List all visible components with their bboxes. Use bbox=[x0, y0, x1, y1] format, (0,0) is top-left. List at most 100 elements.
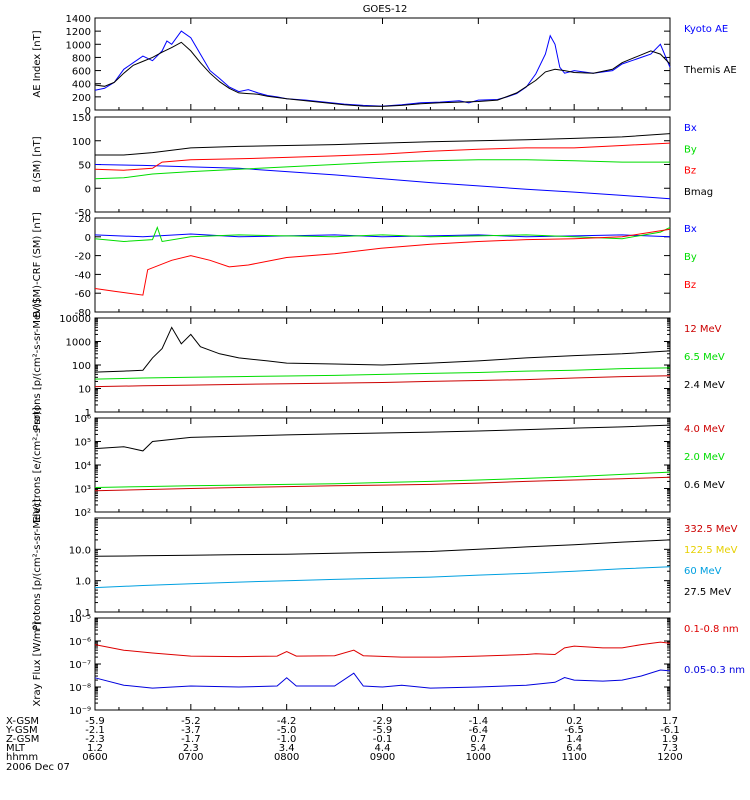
axis-row-value: 1200 bbox=[657, 752, 682, 763]
series-line-0-05-0-3-nm bbox=[94, 669, 671, 689]
legend-entry: Bx bbox=[684, 224, 697, 235]
axis-row-value: -2.9 bbox=[373, 716, 393, 727]
panel-electrons: 10² 10³ 10⁴ 10⁵ 10⁶ Electrons [e/(cm²-s-sr)] 4… bbox=[32, 407, 725, 523]
panel-ylabel: Xray Flux [W/m²] bbox=[32, 621, 43, 706]
legend-entry: Bz bbox=[684, 166, 696, 177]
panel-ylabel: Electrons [e/(cm²-s-sr)] bbox=[32, 407, 43, 523]
axis-row-value: 1100 bbox=[561, 752, 586, 763]
ytick-label: -20 bbox=[75, 252, 91, 263]
axis-row-value: 6.4 bbox=[566, 743, 582, 754]
axis-row-value: 1000 bbox=[466, 752, 491, 763]
axis-row-label: Y-GSM bbox=[5, 725, 38, 736]
axis-row-label: X-GSM bbox=[6, 716, 39, 727]
legend-entry: Bx bbox=[684, 123, 697, 134]
legend-entry: 0.05-0.3 nm bbox=[684, 665, 745, 676]
axis-row-value: 1.7 bbox=[662, 716, 678, 727]
series-line-bz bbox=[94, 142, 671, 171]
panel-frame bbox=[94, 417, 671, 513]
series-line-by bbox=[94, 159, 670, 180]
legend-entry: 0.1-0.8 nm bbox=[684, 624, 739, 635]
axis-row-value: 0.2 bbox=[566, 716, 582, 727]
axis-row-value: -6.1 bbox=[660, 725, 680, 736]
panel-bsm: -50 0 50 100 150 B (SM) [nT] Bx By Bz Bmag bbox=[32, 113, 713, 219]
axis-row-value: 1.2 bbox=[87, 743, 103, 754]
series-line-bmag bbox=[95, 133, 671, 156]
axis-row-value: 7.3 bbox=[662, 743, 678, 754]
panel-ylabel: B (SM) [nT] bbox=[32, 136, 43, 192]
axis-row-label: Z-GSM bbox=[6, 734, 39, 745]
series-line-12-mev bbox=[94, 375, 671, 388]
series-line-by bbox=[94, 225, 671, 243]
axis-row-value: -5.2 bbox=[181, 716, 201, 727]
panel-frame bbox=[94, 617, 671, 711]
series-line-60-mev bbox=[94, 566, 671, 589]
panel-protons_low: 0.1 1.0 10.0 Protons [p/(cm²-s-sr-MeV)] 332.… bbox=[32, 499, 738, 631]
ytick-label: 100 bbox=[72, 137, 91, 148]
ephemeris-axis-table: X-GSM -5.9 -5.2 -4.2 -2.9 -1.4 0.2 1.7 Y-GSM -2.1… bbox=[5, 716, 683, 773]
ytick-label: 10⁻⁵ bbox=[69, 614, 91, 625]
ytick-label: 10⁻⁶ bbox=[69, 637, 91, 648]
ytick-label: 10⁻⁷ bbox=[69, 660, 91, 671]
legend-entry: 0.6 MeV bbox=[684, 480, 725, 491]
panel-frame bbox=[94, 116, 671, 213]
ytick-label: 10 bbox=[78, 385, 91, 396]
series-line-0-6-mev bbox=[94, 424, 671, 452]
axis-row-value: 1.9 bbox=[662, 734, 678, 745]
axis-row-value: 2.3 bbox=[183, 743, 199, 754]
ytick-label: 0.1 bbox=[75, 608, 91, 619]
ytick-label: 10⁵ bbox=[74, 438, 91, 449]
axis-row-value: -2.1 bbox=[85, 725, 105, 736]
series-line-2-0-mev bbox=[94, 471, 671, 488]
ytick-label: 20 bbox=[78, 214, 91, 225]
ytick-label: 10² bbox=[74, 508, 91, 519]
ytick-label: 1400 bbox=[66, 14, 91, 25]
ytick-label: 1000 bbox=[66, 40, 91, 51]
legend-entry: By bbox=[684, 144, 697, 155]
axis-row-value: 3.4 bbox=[279, 743, 295, 754]
axis-row-value: -6.5 bbox=[564, 725, 584, 736]
ytick-label: 600 bbox=[72, 67, 91, 78]
ytick-label: 150 bbox=[72, 113, 91, 124]
panel-bdiff: -80 -60 -40 -20 0 20 B (SM)-CRF (SM) [nT] Bx By B… bbox=[32, 212, 697, 319]
panel-ylabel: B (SM)-CRF (SM) [nT] bbox=[32, 212, 43, 318]
axis-date: 2006 Dec 07 bbox=[6, 762, 70, 773]
series-line-bx bbox=[94, 233, 671, 238]
axis-row-label: hhmm bbox=[6, 752, 38, 763]
ytick-label: 800 bbox=[72, 53, 91, 64]
ytick-label: 1000 bbox=[66, 338, 91, 349]
legend-entry: Bmag bbox=[684, 187, 713, 198]
ytick-label: -60 bbox=[75, 289, 91, 300]
axis-row-value: -1.4 bbox=[469, 716, 489, 727]
ytick-label: 0 bbox=[85, 233, 91, 244]
legend-entry: 332.5 MeV bbox=[684, 524, 738, 535]
series-line-bz bbox=[94, 228, 671, 296]
panel-ylabel: AE Index [nT] bbox=[32, 30, 43, 97]
panel-frame bbox=[94, 217, 671, 313]
legend-entry: 2.4 MeV bbox=[684, 380, 725, 391]
axis-row-label: MLT bbox=[6, 743, 26, 754]
legend-entry: Kyoto AE bbox=[684, 24, 728, 35]
series-line-themis-ae bbox=[94, 41, 671, 107]
legend-entry: 60 MeV bbox=[684, 566, 722, 577]
ytick-label: 0 bbox=[85, 184, 91, 195]
axis-row-value: 1.4 bbox=[566, 734, 582, 745]
axis-row-value: -5.9 bbox=[373, 725, 393, 736]
ytick-label: 1 bbox=[85, 408, 91, 419]
axis-row-value: 0700 bbox=[178, 752, 203, 763]
axis-row-value: 0600 bbox=[82, 752, 107, 763]
legend-entry: 122.5 MeV bbox=[684, 545, 738, 556]
ytick-label: 10⁴ bbox=[74, 461, 91, 472]
axis-row-value: 4.4 bbox=[375, 743, 391, 754]
ytick-label: 10⁶ bbox=[74, 414, 91, 425]
panel-ae: 0 200 400 600 800 1000 1200 1400 AE Index [nT] Ky… bbox=[32, 14, 737, 117]
panel-frame bbox=[94, 517, 671, 613]
axis-row-value: -2.3 bbox=[85, 734, 105, 745]
axis-row-value: -1.7 bbox=[181, 734, 201, 745]
ytick-label: 1200 bbox=[66, 27, 91, 38]
ytick-label: 10⁻⁹ bbox=[69, 706, 91, 717]
legend-entry: 12 MeV bbox=[684, 324, 722, 335]
legend-entry: 2.0 MeV bbox=[684, 452, 725, 463]
figure-title: GOES-12 bbox=[363, 4, 408, 15]
